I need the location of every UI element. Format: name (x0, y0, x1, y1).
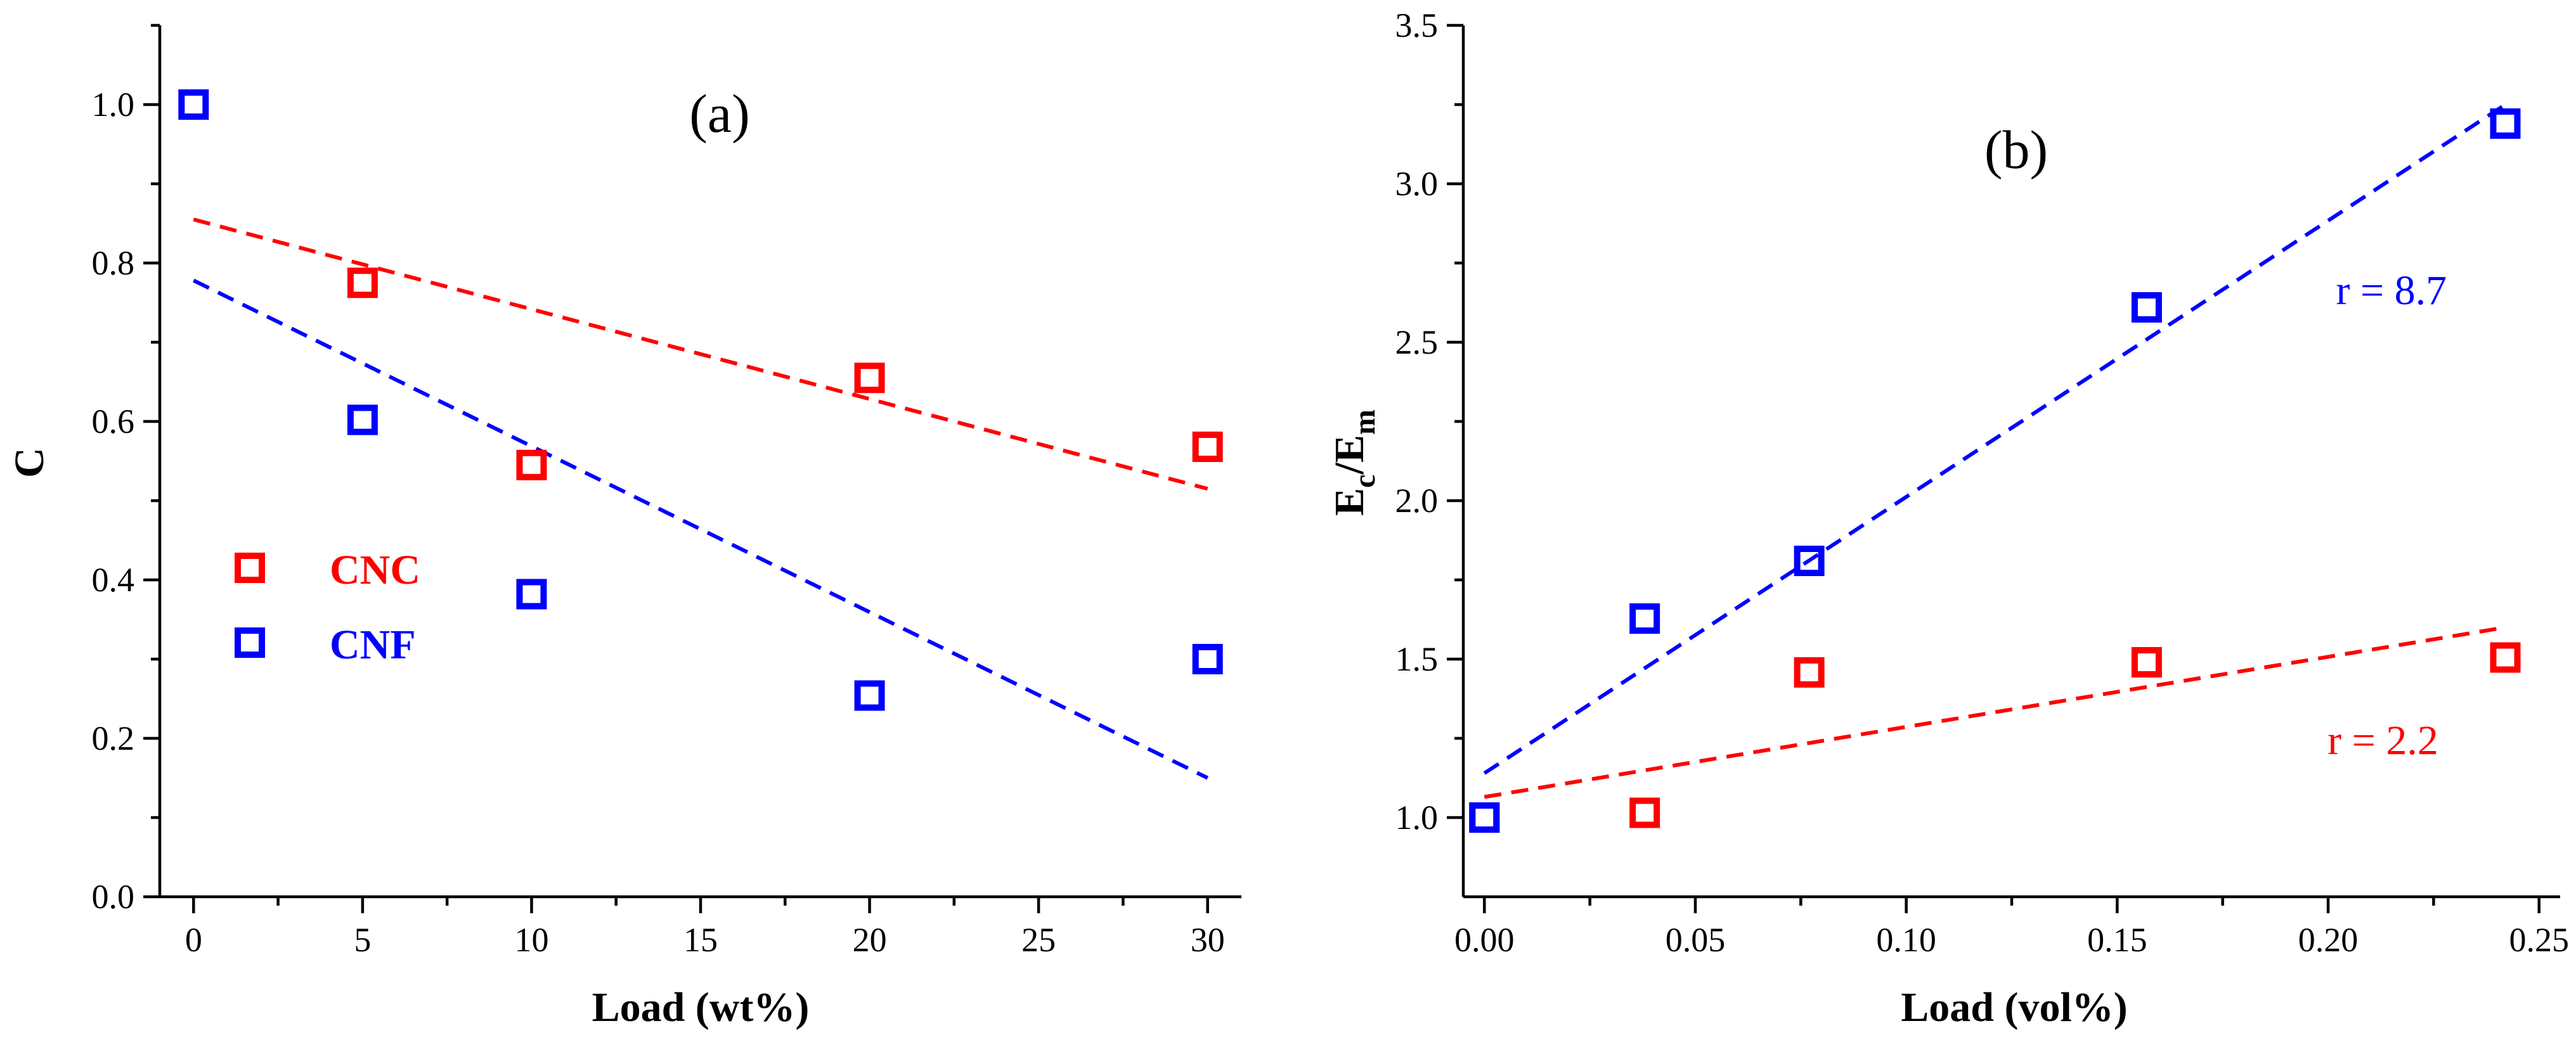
x-tick-label: 5 (354, 921, 371, 959)
legend-marker-cnc (235, 553, 265, 583)
fit-line-cnf (192, 278, 1209, 780)
x-tick-label: 0.25 (2509, 921, 2569, 959)
x-tick-label: 0.15 (2087, 921, 2147, 959)
data-point-cnf (347, 404, 378, 435)
ylabel-sub-m: m (1348, 409, 1382, 435)
x-tick-label: 0.10 (1876, 921, 1936, 959)
data-point-cnc (1192, 432, 1223, 462)
data-point-cnf (1794, 546, 1825, 576)
x-tick-label: 0.00 (1454, 921, 1515, 959)
ylabel-slash-e: /E (1326, 435, 1373, 475)
data-point-cnf (2490, 108, 2521, 139)
y-tick-label: 1.0 (1395, 799, 1439, 837)
chart-b: 0.00 0.05 0.10 0.15 0.20 0.25 1.0 1.5 2.0 2.5 3.0 3… (1326, 6, 2569, 1030)
legend-marker-cnf (235, 627, 265, 658)
legend-label-cnc: CNC (330, 547, 420, 593)
data-point-cnc (1629, 797, 1660, 828)
x-tick-label: 0.05 (1666, 921, 1726, 959)
x-tick-label: 30 (1191, 921, 1225, 959)
chart-b-y-axis-title: Ec/Em (1326, 409, 1382, 516)
annotation-r-value: r = 8.7 (2336, 267, 2447, 314)
chart-a: 0 5 10 15 20 25 30 0.0 0.2 0.4 0.6 0.8 1.0 (a) Load … (6, 23, 1241, 1030)
y-tick-label: 3.5 (1395, 6, 1439, 44)
x-tick-label: 20 (853, 921, 887, 959)
chart-a-x-axis-title: Load (wt%) (592, 984, 810, 1030)
y-tick-label: 0.2 (92, 719, 135, 757)
y-tick-label: 0.6 (92, 402, 135, 440)
y-tick-label: 1.5 (1395, 640, 1439, 678)
data-point-cnf (516, 579, 547, 610)
chart-b-panel-label: (b) (1984, 119, 2048, 180)
data-point-cnf (178, 89, 209, 120)
chart-a-ticks: 0 5 10 15 20 25 30 0.0 0.2 0.4 0.6 0.8 1.0 (92, 23, 1225, 959)
y-tick-label: 0.0 (92, 878, 135, 916)
annotation-r-value: r = 2.2 (2327, 717, 2438, 764)
data-point-cnf (2131, 292, 2162, 323)
chart-a-legend: CNC CNF (235, 547, 420, 668)
fit-line-cnc (193, 217, 1208, 491)
data-point-cnf (854, 680, 885, 711)
x-tick-label: 10 (514, 921, 548, 959)
data-point-cnf (1469, 802, 1500, 833)
x-tick-label: 25 (1021, 921, 1056, 959)
ylabel-sub-c: c (1348, 475, 1382, 488)
fit-line-cnf (1483, 103, 2507, 775)
data-point-cnc (347, 267, 378, 299)
data-point-cnc (2131, 647, 2162, 677)
x-tick-label: 0 (185, 921, 202, 959)
data-point-cnc (516, 449, 547, 480)
data-point-cnc (854, 363, 885, 394)
y-tick-label: 2.5 (1395, 323, 1439, 361)
x-tick-label: 0.20 (2298, 921, 2359, 959)
chart-a-marks (178, 89, 1223, 780)
chart-b-annotations: r = 8.7 r = 2.2 (2327, 267, 2447, 764)
y-tick-label: 1.0 (92, 86, 135, 124)
y-tick-label: 0.4 (92, 561, 135, 599)
data-point-cnf (1192, 644, 1223, 674)
data-point-cnc (2490, 642, 2521, 673)
data-point-cnc (1794, 657, 1825, 688)
y-tick-label: 0.8 (92, 244, 135, 282)
legend-label-cnf: CNF (330, 622, 416, 668)
fit-line-cnc (1484, 626, 2506, 799)
data-point-cnc (1469, 802, 1500, 833)
ylabel-e: E (1326, 488, 1373, 516)
chart-a-panel-label: (a) (689, 83, 749, 144)
chart-b-ticks: 0.00 0.05 0.10 0.15 0.20 0.25 1.0 1.5 2.0 2.5 3.0 3… (1395, 6, 2569, 959)
x-tick-label: 15 (683, 921, 718, 959)
chart-b-marks (1469, 103, 2521, 833)
data-point-cnf (1629, 603, 1660, 634)
chart-b-x-axis-title: Load (vol%) (1901, 984, 2128, 1030)
y-tick-label: 3.0 (1395, 165, 1439, 203)
y-tick-label: 2.0 (1395, 482, 1439, 520)
chart-a-y-axis-title: C (6, 447, 53, 478)
